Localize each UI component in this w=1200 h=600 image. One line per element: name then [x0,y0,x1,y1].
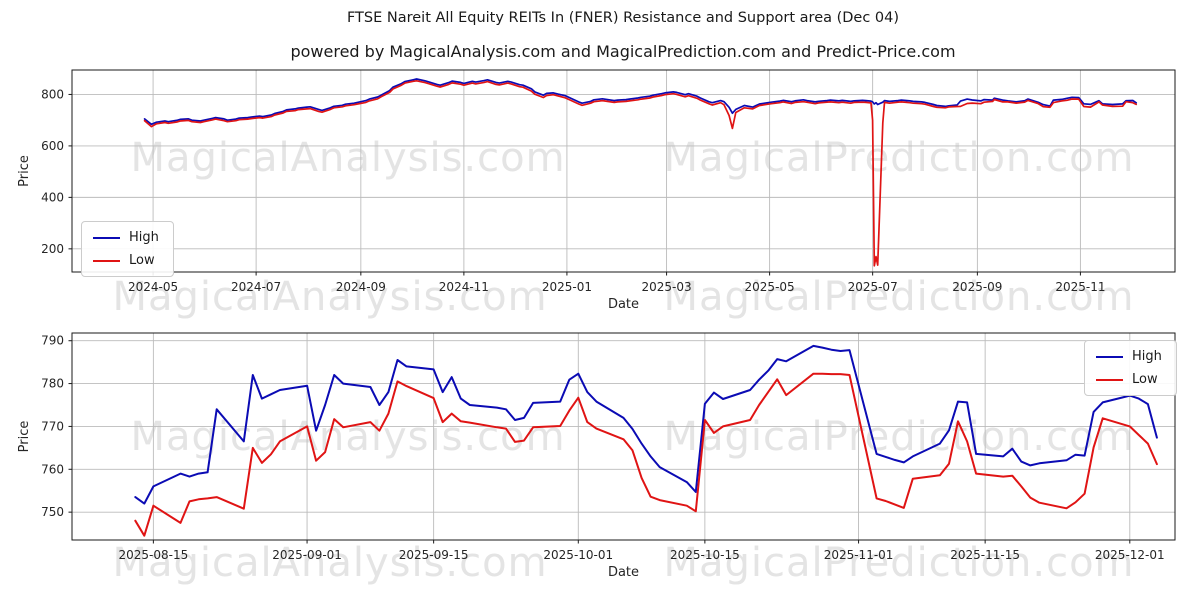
x-tick-label: 2025-05 [745,280,795,294]
x-tick-label: 2025-09 [952,280,1002,294]
x-tick-label: 2024-05 [128,280,178,294]
legend-item-high: High [93,230,159,245]
high-line-swatch [1096,355,1123,358]
low-line-swatch [1096,378,1123,381]
legend-label-low: Low [1132,372,1158,387]
low-line [143,79,1138,267]
high-line [143,78,1138,126]
y-tick-label: 770 [41,419,64,433]
legend-label-high: High [129,230,159,245]
watermark-prediction-bottom-axis: MagicalPrediction.com [663,540,1135,586]
x-tick-label: 2025-12-01 [1095,548,1165,562]
x-tick-label: 2025-11 [1055,280,1105,294]
legend-item-low: Low [1096,372,1162,387]
bottom-chart-legend: High Low [1084,340,1177,396]
x-tick-label: 2025-11-15 [950,548,1020,562]
y-tick-label: 200 [41,242,64,256]
y-tick-label: 600 [41,139,64,153]
chart-title: FTSE Nareit All Equity REITs In (FNER) R… [346,10,900,26]
x-tick-label: 2025-09-15 [399,548,469,562]
x-tick-label: 2025-11-01 [824,548,894,562]
low-line-swatch [93,259,120,262]
y-axis-label: Price [17,155,32,187]
axes-spine [71,332,1176,541]
x-tick-label: 2025-01 [542,280,592,294]
watermark-prediction-top-chart: MagicalPrediction.com [663,135,1135,181]
high-line-swatch [93,236,120,239]
top-chart-legend: High Low [81,221,174,277]
y-tick-label: 790 [41,334,64,348]
y-axis-label: Price [17,421,32,453]
watermark-prediction-top-axis: MagicalPrediction.com [663,274,1135,320]
chart-subtitle: powered by MagicalAnalysis.com and Magic… [290,42,956,61]
x-tick-label: 2025-10-01 [543,548,613,562]
legend-label-low: Low [129,253,155,268]
legend-item-low: Low [93,253,159,268]
x-tick-label: 2025-07 [848,280,898,294]
x-axis-label: Date [608,297,639,312]
y-tick-label: 760 [41,462,64,476]
legend-item-high: High [1096,349,1162,364]
legend-label-high: High [1132,349,1162,364]
y-tick-label: 800 [41,87,64,101]
high-line [134,344,1158,505]
low-line [134,372,1158,537]
y-tick-label: 780 [41,377,64,391]
x-tick-label: 2024-11 [439,280,489,294]
x-tick-label: 2025-08-15 [118,548,188,562]
x-tick-label: 2024-09 [336,280,386,294]
x-tick-label: 2025-03 [642,280,692,294]
watermark-analysis-top-chart: MagicalAnalysis.com [130,135,566,181]
y-tick-label: 750 [41,505,64,519]
x-axis-label: Date [608,565,639,580]
x-tick-label: 2025-09-01 [272,548,342,562]
watermark-analysis-bottom-chart: MagicalAnalysis.com [130,414,566,460]
axes-spine [71,69,1176,273]
x-tick-label: 2025-10-15 [670,548,740,562]
watermark-analysis-bottom-axis: MagicalAnalysis.com [112,540,548,586]
x-tick-label: 2024-07 [231,280,281,294]
watermark-analysis-top-axis: MagicalAnalysis.com [112,274,548,320]
y-tick-label: 400 [41,190,64,204]
